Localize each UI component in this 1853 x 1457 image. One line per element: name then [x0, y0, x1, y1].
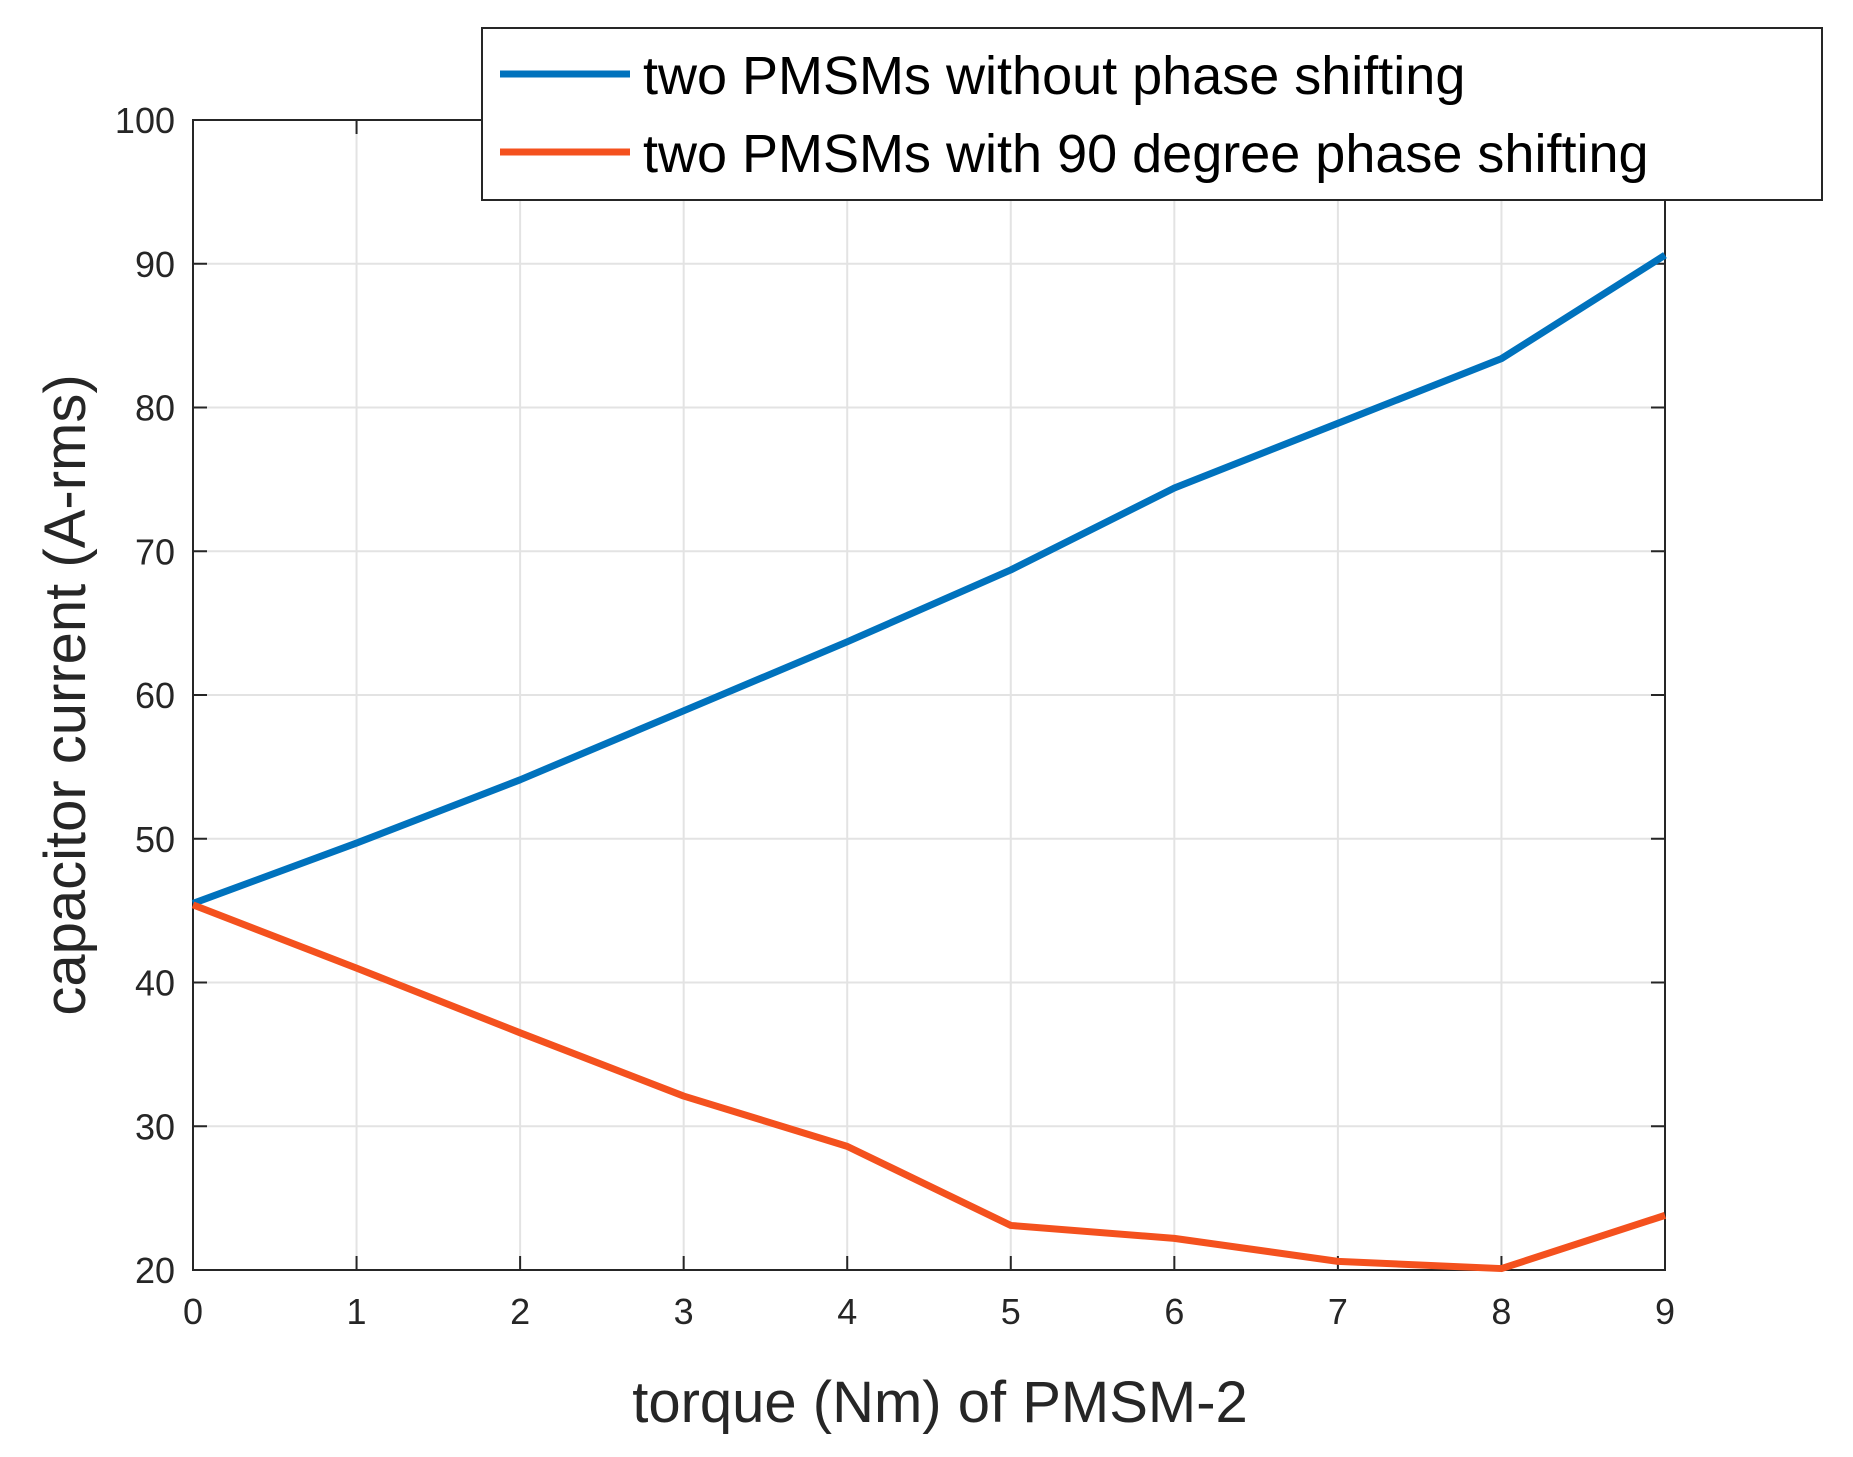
legend: two PMSMs without phase shifting two PMS…	[481, 27, 1823, 201]
y-tick-label: 20	[135, 1250, 175, 1291]
y-tick-label: 40	[135, 963, 175, 1004]
x-tick-label: 3	[674, 1291, 694, 1332]
y-tick-label: 90	[135, 244, 175, 285]
series-lines	[191, 252, 1667, 1273]
series-line-without-phase-shifting	[191, 252, 1667, 907]
series-line-with-90-degree-phase-shifting	[191, 901, 1667, 1273]
x-tick-label: 0	[183, 1291, 203, 1332]
x-tick-label: 1	[347, 1291, 367, 1332]
x-axis-label: torque (Nm) of PMSM-2	[632, 1370, 1248, 1435]
x-tick-label: 2	[510, 1291, 530, 1332]
x-tick-labels: 0 1 2 3 4 5 6 7 8 9	[183, 1291, 1675, 1332]
y-tick-label: 70	[135, 531, 175, 572]
legend-entry-with-90-degree-phase-shifting: two PMSMs with 90 degree phase shifting	[643, 124, 1649, 184]
y-tick-labels: 20 30 40 50 60 70 80 90 100	[115, 100, 175, 1291]
x-tick-label: 8	[1491, 1291, 1511, 1332]
y-tick-label: 30	[135, 1106, 175, 1147]
x-tick-label: 4	[837, 1291, 857, 1332]
x-tick-label: 6	[1164, 1291, 1184, 1332]
y-tick-label: 60	[135, 675, 175, 716]
y-tick-label: 50	[135, 819, 175, 860]
legend-entry-without-phase-shifting: two PMSMs without phase shifting	[643, 46, 1465, 106]
legend-box	[481, 27, 1823, 201]
y-tick-label: 80	[135, 388, 175, 429]
x-tick-label: 7	[1328, 1291, 1348, 1332]
x-tick-label: 5	[1001, 1291, 1021, 1332]
x-tick-label: 9	[1655, 1291, 1675, 1332]
y-axis-label: capacitor current (A-rms)	[33, 374, 98, 1015]
y-tick-label: 100	[115, 100, 175, 141]
